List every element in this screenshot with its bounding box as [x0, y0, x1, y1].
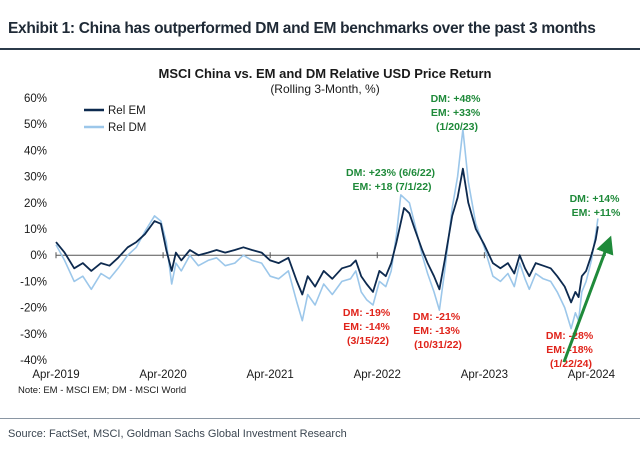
legend: Rel EM Rel DM: [84, 105, 146, 134]
exhibit-title: Exhibit 1: China has outperformed DM and…: [8, 20, 596, 37]
y-tick-label: 20%: [24, 198, 47, 210]
legend-label-rel-em: Rel EM: [108, 105, 146, 117]
y-tick-label: 30%: [24, 172, 47, 184]
annotation-trough-oct22: DM: -21% EM: -13% (10/31/22): [413, 311, 463, 351]
y-axis-ticks: 60% 50% 40% 30% 20% 10% 0% -10% -20% -30% -40%: [20, 93, 47, 367]
annotation-current: DM: +14% EM: +11%: [570, 193, 623, 219]
trend-arrow: [562, 235, 614, 363]
annotation-trough-jan24: DM: -28% EM: -18% (1/22/24): [546, 330, 596, 370]
y-tick-label: -30%: [20, 329, 47, 341]
y-tick-label: 10%: [24, 224, 47, 236]
x-tick-label: Apr-2022: [354, 369, 401, 381]
x-tick-label: Apr-2024: [568, 369, 616, 381]
x-axis-ticks: Apr-2019 Apr-2020 Apr-2021 Apr-2022 Apr-2023…: [32, 252, 616, 381]
y-tick-label: 0%: [30, 250, 47, 262]
legend-label-rel-dm: Rel DM: [108, 122, 146, 134]
y-tick-label: 60%: [24, 93, 47, 105]
series-line-rel-em: [55, 167, 599, 304]
chart-title: MSCI China vs. EM and DM Relative USD Pr…: [158, 66, 491, 81]
annotations: DM: +48% EM: +33% (1/20/23) DM: +23% (6/…: [343, 93, 623, 370]
x-tick-label: Apr-2019: [32, 369, 79, 381]
series-line-rel-dm: [55, 128, 599, 330]
y-tick-label: 40%: [24, 145, 47, 157]
x-tick-label: Apr-2021: [247, 369, 294, 381]
source-note: Source: FactSet, MSCI, Goldman Sachs Glo…: [8, 428, 347, 440]
relative-return-chart: MSCI China vs. EM and DM Relative USD Pr…: [18, 66, 623, 396]
series-lines: [55, 128, 599, 330]
chart-note: Note: EM - MSCI EM; DM - MSCI World: [18, 385, 186, 396]
x-tick-label: Apr-2020: [139, 369, 186, 381]
y-tick-label: -10%: [20, 276, 47, 288]
chart-subtitle: (Rolling 3-Month, %): [270, 82, 379, 96]
x-tick-label: Apr-2023: [461, 369, 508, 381]
y-tick-label: -20%: [20, 303, 47, 315]
y-tick-label: -40%: [20, 355, 47, 367]
bottom-rule: [0, 418, 640, 419]
y-tick-label: 50%: [24, 119, 47, 131]
top-rule: [0, 48, 640, 50]
annotation-peak-jun22: DM: +23% (6/6/22) EM: +18 (7/1/22): [346, 167, 438, 193]
annotation-trough-mar22: DM: -19% EM: -14% (3/15/22): [343, 307, 393, 347]
annotation-peak-jan23: DM: +48% EM: +33% (1/20/23): [431, 93, 484, 133]
